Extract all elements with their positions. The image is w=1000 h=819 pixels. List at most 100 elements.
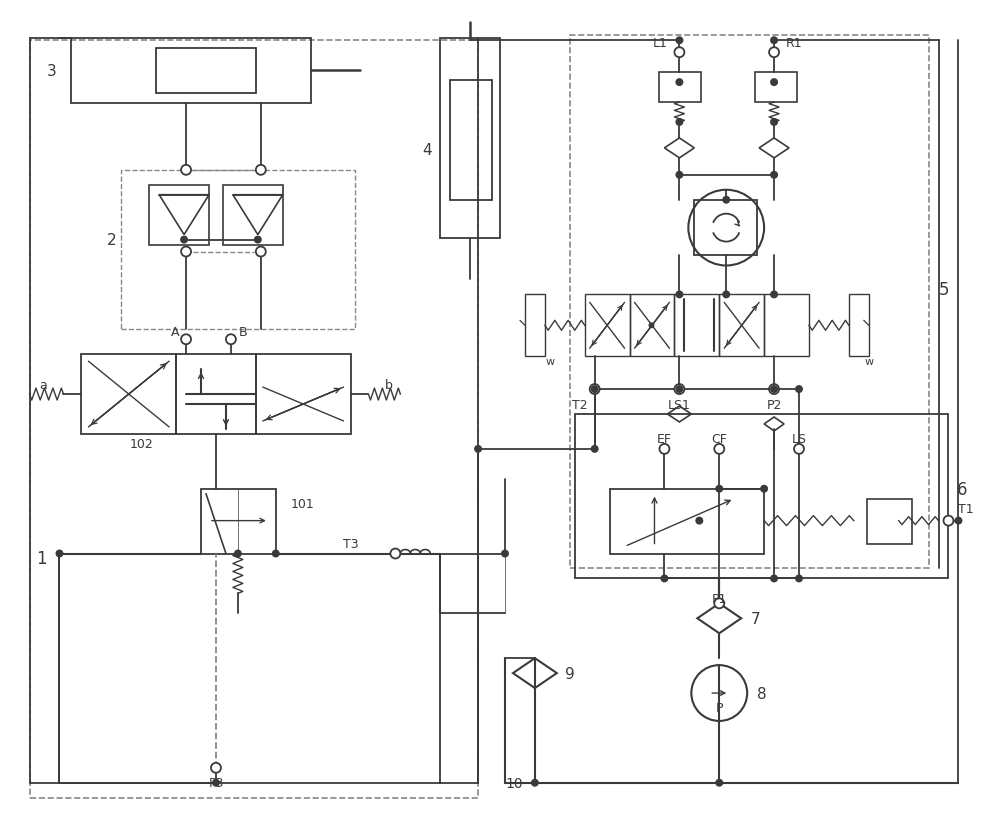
Bar bbox=[867, 499, 912, 544]
Circle shape bbox=[181, 165, 191, 175]
Circle shape bbox=[954, 517, 962, 525]
Text: CF: CF bbox=[711, 433, 727, 446]
Circle shape bbox=[591, 386, 599, 394]
Circle shape bbox=[770, 172, 778, 179]
Circle shape bbox=[769, 48, 779, 58]
Bar bbox=[525, 295, 545, 357]
Circle shape bbox=[695, 517, 703, 525]
Circle shape bbox=[212, 779, 220, 787]
Text: a: a bbox=[40, 378, 47, 391]
Bar bbox=[223, 186, 283, 245]
Bar bbox=[450, 81, 492, 201]
Bar bbox=[570, 36, 929, 568]
Circle shape bbox=[226, 335, 236, 345]
Circle shape bbox=[722, 291, 730, 299]
Bar bbox=[610, 489, 764, 554]
Text: 102: 102 bbox=[129, 438, 153, 450]
Circle shape bbox=[770, 119, 778, 127]
Text: T3: T3 bbox=[343, 537, 358, 550]
Text: 6: 6 bbox=[956, 480, 967, 498]
Text: 8: 8 bbox=[757, 686, 767, 701]
Text: P2: P2 bbox=[766, 398, 782, 411]
Bar bbox=[575, 414, 948, 579]
Circle shape bbox=[675, 37, 683, 45]
Circle shape bbox=[531, 779, 539, 787]
Bar bbox=[585, 295, 630, 357]
Circle shape bbox=[234, 550, 242, 558]
Bar bbox=[674, 295, 719, 357]
Bar bbox=[440, 39, 500, 238]
Text: w: w bbox=[864, 357, 873, 367]
Text: P3: P3 bbox=[208, 776, 224, 790]
Circle shape bbox=[56, 550, 63, 558]
Circle shape bbox=[715, 779, 723, 787]
Text: P: P bbox=[716, 702, 723, 715]
Bar bbox=[121, 170, 355, 330]
Text: 10: 10 bbox=[505, 776, 523, 790]
Circle shape bbox=[675, 172, 683, 179]
Text: 4: 4 bbox=[423, 143, 432, 158]
Circle shape bbox=[770, 386, 778, 394]
Bar bbox=[176, 355, 256, 434]
Text: LS1: LS1 bbox=[668, 398, 691, 411]
Text: LS: LS bbox=[791, 433, 806, 446]
Circle shape bbox=[181, 247, 191, 257]
Circle shape bbox=[769, 385, 779, 395]
Circle shape bbox=[256, 247, 266, 257]
Text: A: A bbox=[171, 325, 179, 338]
Text: T2: T2 bbox=[572, 398, 588, 411]
Text: B: B bbox=[239, 325, 248, 338]
Circle shape bbox=[474, 446, 482, 453]
Circle shape bbox=[770, 291, 778, 299]
Text: 9: 9 bbox=[565, 666, 575, 681]
Circle shape bbox=[795, 386, 803, 394]
Circle shape bbox=[794, 445, 804, 455]
Circle shape bbox=[675, 79, 683, 87]
Bar bbox=[156, 49, 256, 94]
Bar bbox=[30, 41, 478, 798]
Text: EF: EF bbox=[657, 433, 672, 446]
Bar bbox=[71, 39, 311, 104]
Circle shape bbox=[715, 485, 723, 493]
Text: L1: L1 bbox=[653, 37, 667, 50]
Circle shape bbox=[770, 79, 778, 87]
Bar bbox=[149, 186, 209, 245]
Circle shape bbox=[675, 386, 683, 394]
Circle shape bbox=[795, 575, 803, 582]
Circle shape bbox=[501, 550, 509, 558]
Circle shape bbox=[760, 485, 768, 493]
Circle shape bbox=[943, 516, 953, 526]
Text: w: w bbox=[545, 357, 554, 367]
Circle shape bbox=[660, 575, 668, 582]
Text: T1: T1 bbox=[958, 503, 974, 515]
Circle shape bbox=[211, 762, 221, 773]
Circle shape bbox=[770, 575, 778, 582]
Bar bbox=[764, 295, 809, 357]
Circle shape bbox=[674, 385, 684, 395]
Circle shape bbox=[674, 48, 684, 58]
Circle shape bbox=[675, 291, 683, 299]
Text: b: b bbox=[384, 378, 392, 391]
Text: 1: 1 bbox=[37, 550, 47, 568]
Text: 7: 7 bbox=[751, 611, 761, 626]
Circle shape bbox=[390, 549, 400, 559]
Circle shape bbox=[591, 446, 599, 453]
Circle shape bbox=[722, 197, 730, 205]
Circle shape bbox=[675, 119, 683, 127]
Circle shape bbox=[254, 237, 262, 244]
Circle shape bbox=[659, 445, 669, 455]
Bar bbox=[256, 355, 351, 434]
Text: 2: 2 bbox=[107, 233, 116, 248]
Text: R1: R1 bbox=[786, 37, 803, 50]
Circle shape bbox=[770, 37, 778, 45]
Text: P1: P1 bbox=[712, 592, 727, 605]
Bar bbox=[755, 73, 797, 103]
Bar bbox=[630, 295, 674, 357]
Bar bbox=[659, 73, 701, 103]
Circle shape bbox=[180, 237, 188, 244]
Circle shape bbox=[590, 385, 600, 395]
Circle shape bbox=[256, 165, 266, 175]
Bar bbox=[694, 201, 757, 256]
Circle shape bbox=[714, 599, 724, 609]
Circle shape bbox=[272, 550, 280, 558]
